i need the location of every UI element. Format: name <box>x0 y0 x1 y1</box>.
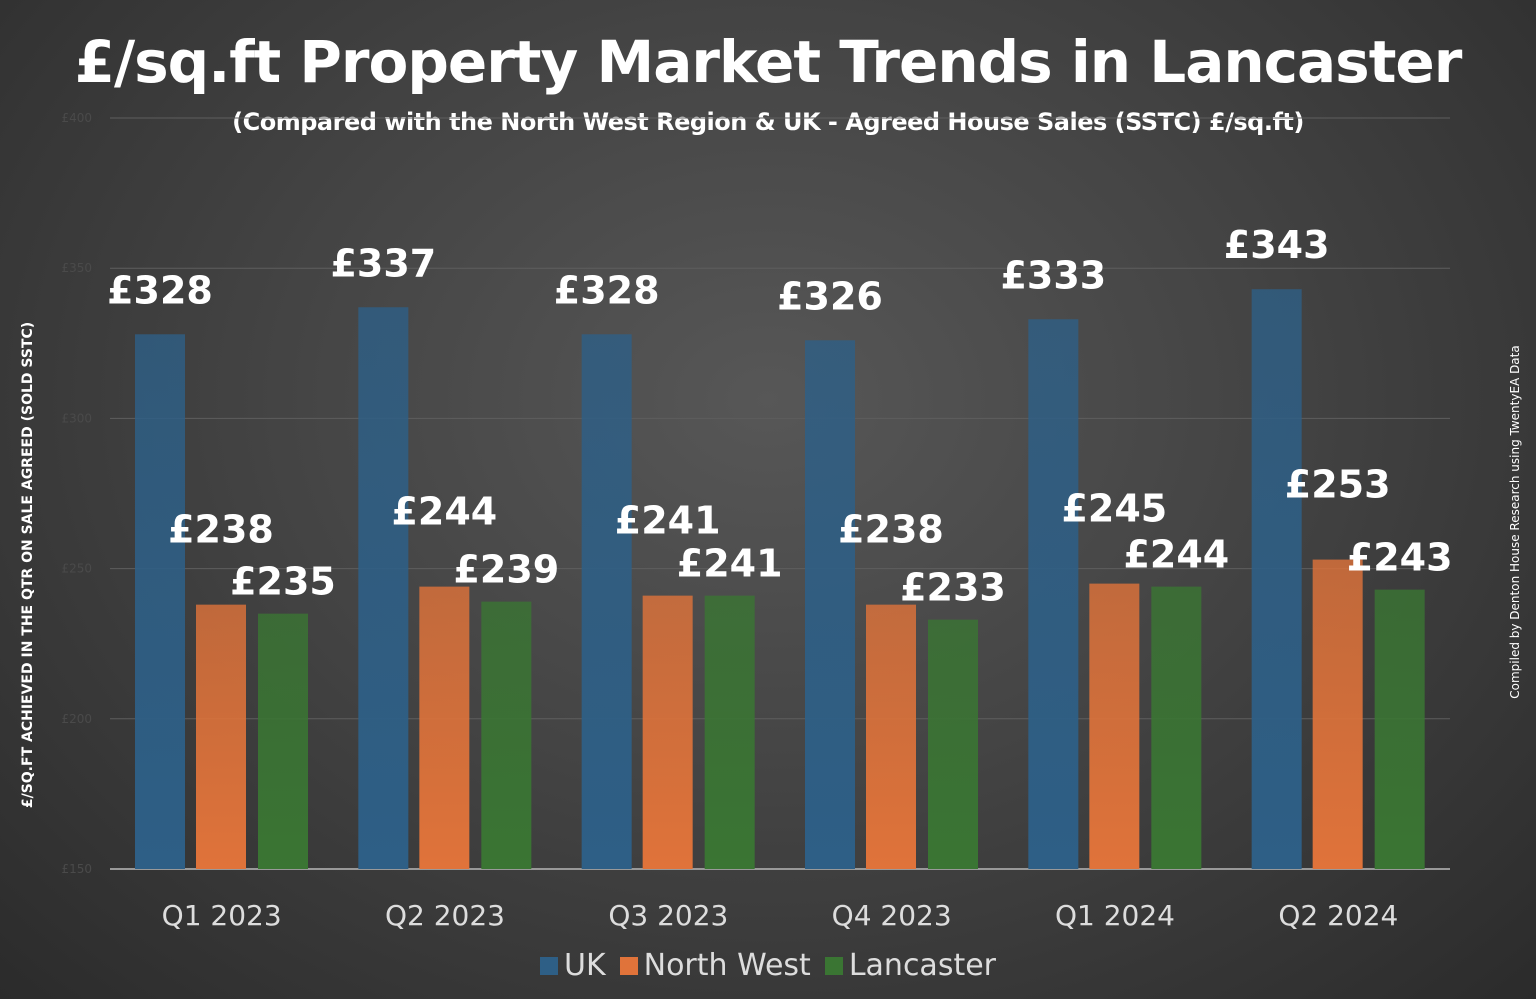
bar-lancaster <box>1151 586 1202 869</box>
bar-north-west <box>866 604 916 869</box>
data-label: £241 <box>677 542 783 586</box>
legend-label: Lancaster <box>848 948 997 983</box>
data-label: £337 <box>330 241 436 285</box>
data-label: £328 <box>554 268 660 312</box>
y-tick-label: £250 <box>61 562 92 576</box>
x-tick-label: Q1 2024 <box>1055 899 1175 932</box>
data-label: £253 <box>1285 463 1391 507</box>
data-label: £245 <box>1061 487 1167 531</box>
data-label: £244 <box>1123 533 1229 577</box>
data-label: £243 <box>1347 536 1453 580</box>
legend-swatch <box>539 956 558 975</box>
x-tick-label: Q3 2023 <box>608 899 728 932</box>
bar-lancaster <box>704 595 755 869</box>
data-label: £326 <box>777 274 883 318</box>
y-tick-label: £200 <box>61 712 92 726</box>
y-tick-label: £350 <box>61 261 92 275</box>
bar-lancaster <box>928 619 978 869</box>
bar-north-west <box>419 586 470 869</box>
data-label: £238 <box>838 508 944 552</box>
data-label: £333 <box>1000 253 1106 297</box>
data-label: £343 <box>1224 223 1330 267</box>
legend: UK North West Lancaster <box>0 948 1536 983</box>
legend-item-lancaster: Lancaster <box>824 948 997 983</box>
legend-label: UK <box>563 948 606 983</box>
bar-uk <box>1028 319 1079 869</box>
x-tick-label: Q1 2023 <box>162 899 282 932</box>
bar-uk <box>1251 289 1302 869</box>
x-tick-label: Q4 2023 <box>832 899 952 932</box>
legend-swatch <box>619 956 638 975</box>
bar-north-west <box>1312 559 1363 869</box>
data-label: £239 <box>453 548 559 592</box>
legend-item-uk: UK <box>539 948 606 983</box>
chart-title: £/sq.ft Property Market Trends in Lancas… <box>74 28 1463 96</box>
y-tick-label: £400 <box>61 111 92 125</box>
bar-north-west <box>1089 583 1140 869</box>
data-label: £235 <box>230 560 336 604</box>
chart-subtitle: (Compared with the North West Region & U… <box>232 108 1304 136</box>
data-label: £238 <box>168 508 274 552</box>
x-tick-label: Q2 2024 <box>1278 899 1398 932</box>
bar-uk <box>358 307 409 869</box>
y-tick-label: £150 <box>61 862 92 876</box>
data-label: £244 <box>391 490 497 534</box>
legend-label: North West <box>643 948 811 983</box>
y-tick-label: £300 <box>61 411 92 425</box>
bar-uk <box>805 340 855 869</box>
data-label: £233 <box>900 566 1006 610</box>
bar-lancaster <box>258 613 308 869</box>
legend-swatch <box>824 956 843 975</box>
bar-north-west <box>642 595 693 869</box>
data-label: £241 <box>615 499 721 543</box>
bar-north-west <box>196 604 246 869</box>
bar-lancaster <box>481 601 532 869</box>
bar-uk <box>581 334 632 870</box>
x-tick-label: Q2 2023 <box>385 899 505 932</box>
legend-item-north-west: North West <box>619 948 811 983</box>
data-label: £328 <box>107 268 213 312</box>
bar-uk <box>135 334 185 870</box>
bar-lancaster <box>1374 589 1425 869</box>
